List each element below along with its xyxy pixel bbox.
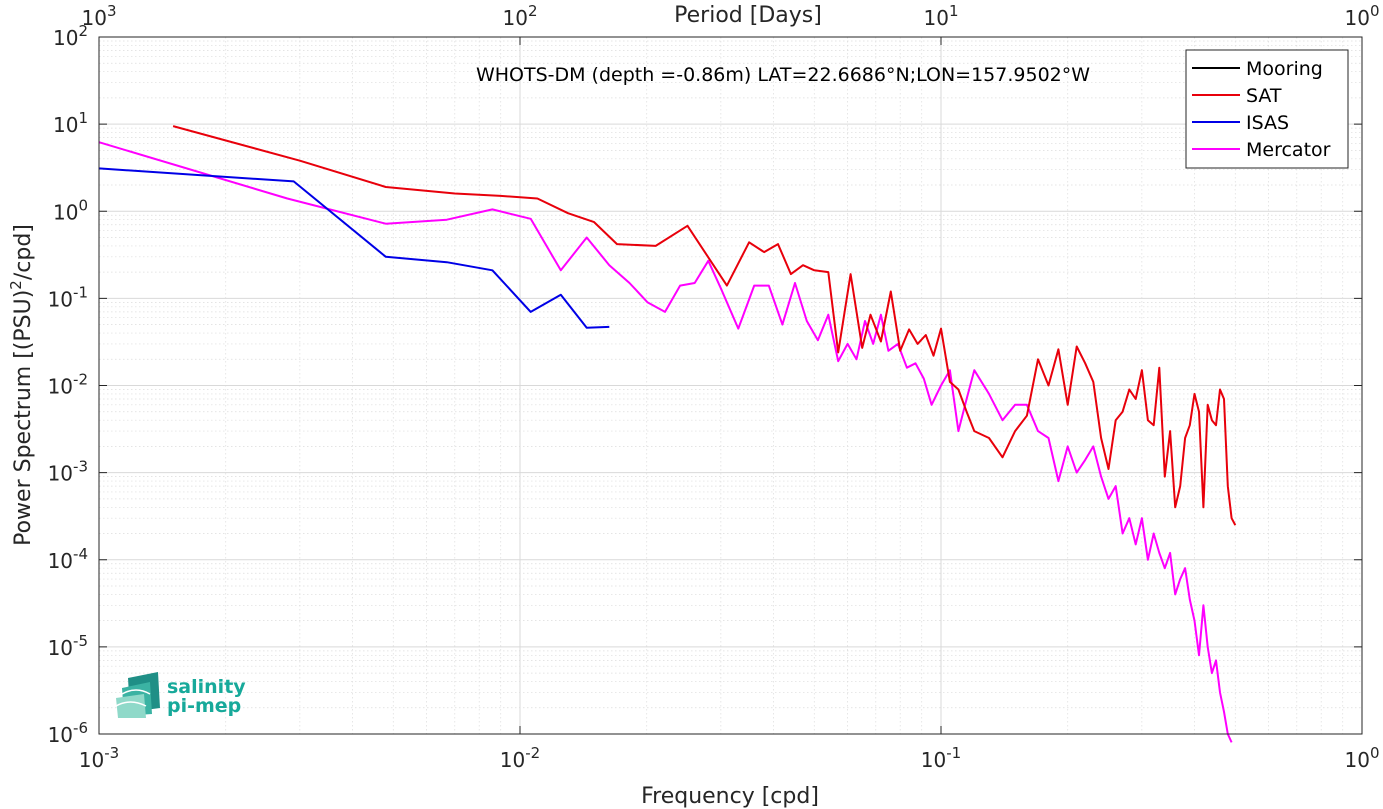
top-axis-label: Period [Days] — [674, 3, 822, 28]
top-tick-label: 100 — [1345, 2, 1380, 30]
y-axis-label: Power Spectrum [(PSU)2/cpd] — [7, 224, 36, 546]
y-tick-label: 10-5 — [48, 632, 88, 660]
y-tick-label: 10-6 — [48, 719, 88, 747]
top-tick-label: 102 — [503, 2, 538, 30]
top-tick-label: 103 — [82, 2, 117, 30]
top-tick-label: 101 — [924, 2, 959, 30]
y-tick-label: 10-3 — [48, 458, 88, 486]
x-tick-label: 10-2 — [500, 744, 540, 772]
series-line-isas — [98, 167, 610, 329]
x-axis-label: Frequency [cpd] — [641, 784, 819, 809]
y-tick-labels: 10-6 10-5 10-4 10-3 10-2 10-1 100 101 102 — [48, 22, 88, 747]
series-layer — [98, 125, 1237, 743]
legend-label-sat: SAT — [1246, 85, 1282, 107]
series-line-mercator — [98, 141, 1233, 743]
logo-line2: pi-mep — [167, 695, 241, 717]
legend-label-isas: ISAS — [1246, 112, 1289, 134]
y-tick-label: 100 — [53, 196, 88, 224]
tick-marks — [98, 36, 1363, 735]
chart-title: WHOTS-DM (depth =-0.86m) LAT=22.6686°N;L… — [476, 64, 1090, 86]
x-tick-label: 100 — [1345, 744, 1380, 772]
salinity-pi-mep-logo: salinity pi-mep — [115, 672, 246, 718]
x-tick-label: 10-3 — [79, 744, 119, 772]
y-tick-label: 102 — [53, 22, 88, 50]
legend-label-mercator: Mercator — [1246, 139, 1331, 161]
legend: Mooring SAT ISAS Mercator — [1185, 49, 1349, 169]
logo-waves-icon — [115, 672, 160, 718]
y-tick-label: 10-1 — [48, 283, 88, 311]
x-tick-labels: 10-3 10-2 10-1 100 — [79, 744, 1380, 772]
y-tick-label: 10-4 — [48, 545, 88, 573]
x-tick-label: 10-1 — [921, 744, 961, 772]
legend-label-mooring: Mooring — [1246, 58, 1323, 80]
series-line-sat — [172, 125, 1237, 526]
logo-line1: salinity — [167, 676, 246, 698]
y-tick-label: 101 — [53, 109, 88, 137]
y-tick-label: 10-2 — [48, 371, 88, 399]
top-tick-labels: 103 102 101 100 — [82, 2, 1380, 30]
